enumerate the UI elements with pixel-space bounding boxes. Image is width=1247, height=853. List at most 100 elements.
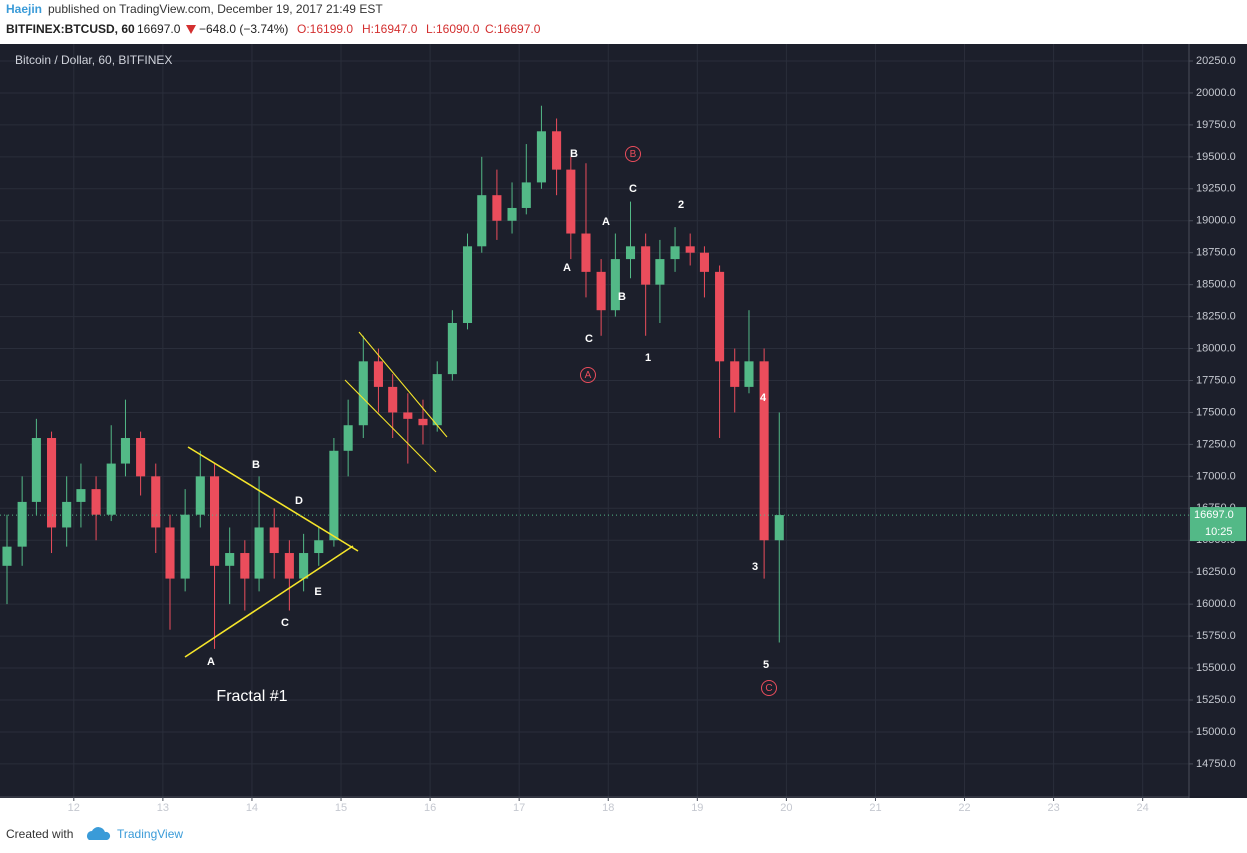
- candle-body: [759, 361, 769, 541]
- candle-body: [31, 438, 41, 502]
- candle-body: [596, 271, 606, 311]
- candle-body: [670, 246, 680, 260]
- candle-body: [730, 361, 740, 387]
- candle-body: [699, 252, 709, 272]
- wave-circle: [625, 146, 641, 162]
- candle-body: [180, 514, 190, 579]
- wave-label: C: [585, 333, 593, 345]
- candle-body: [136, 438, 146, 477]
- last: 16697.0: [137, 22, 181, 36]
- y-tick-label: 14750.0: [1196, 758, 1236, 770]
- y-tick-label: 18750.0: [1196, 247, 1236, 259]
- x-tick-label: 23: [1047, 802, 1059, 814]
- x-tick-label: 18: [602, 802, 614, 814]
- candle-body: [685, 246, 695, 253]
- candle-body: [552, 131, 562, 170]
- wave-label: 3: [752, 561, 758, 573]
- symbol: BITFINEX:BTCUSD, 60: [6, 22, 135, 36]
- candle-body: [403, 412, 413, 419]
- annotations: B D E C A Fractal #1 B C A 2 A B C 1 4 3 5 B A C: [207, 146, 777, 705]
- author[interactable]: Haejin: [6, 2, 42, 16]
- candle-body: [521, 182, 531, 208]
- y-tick-label: 17500.0: [1196, 406, 1236, 418]
- circled-wave-label: B: [630, 149, 637, 160]
- candle-body: [299, 553, 309, 579]
- grid: [0, 44, 1189, 797]
- ohlc-open: O:16199.0: [297, 22, 353, 36]
- wave-label: C: [629, 183, 637, 195]
- y-tick-label: 18250.0: [1196, 311, 1236, 323]
- fractal-label: Fractal #1: [216, 688, 287, 705]
- candles: [2, 105, 784, 649]
- wave-label: B: [618, 291, 626, 303]
- x-tick-label: 19: [691, 802, 703, 814]
- y-tick-label: 17250.0: [1196, 438, 1236, 450]
- trend-line: [344, 379, 437, 473]
- candle-body: [314, 540, 324, 554]
- candle-body: [462, 246, 473, 323]
- wave-label: 5: [763, 659, 769, 671]
- candle-body: [715, 271, 725, 362]
- trend-lines: [184, 331, 448, 658]
- brand[interactable]: TradingView: [117, 827, 183, 841]
- chart-title: Bitcoin / Dollar, 60, BITFINEX: [15, 53, 172, 67]
- y-tick-label: 16250.0: [1196, 566, 1236, 578]
- ohlc-low: L:16090.0: [426, 22, 480, 36]
- candle-body: [284, 553, 294, 579]
- candle-body: [641, 246, 651, 285]
- candle-body: [536, 131, 546, 183]
- candle-body: [774, 515, 784, 541]
- y-tick-label: 18500.0: [1196, 279, 1236, 291]
- y-tick-label: 15000.0: [1196, 726, 1236, 738]
- y-tick-label: 20000.0: [1196, 87, 1236, 99]
- y-tick-label: 19500.0: [1196, 151, 1236, 163]
- y-tick-label: 18000.0: [1196, 342, 1236, 354]
- candle-body: [254, 527, 264, 579]
- circled-wave-label: C: [765, 683, 772, 694]
- circled-wave-label: A: [585, 370, 592, 381]
- wave-label: A: [207, 656, 215, 668]
- wave-label: B: [252, 459, 260, 471]
- axes: 14750.0 15000.0 15250.0 15500.0 15750.0 16000…: [0, 55, 1246, 814]
- change: −648.0 (−3.74%): [199, 22, 288, 36]
- candle-body: [17, 501, 27, 547]
- x-tick-label: 13: [157, 802, 169, 814]
- wave-circle: [580, 367, 596, 383]
- candle-body: [388, 386, 398, 413]
- candle-body: [195, 476, 205, 515]
- candle-body: [432, 374, 442, 426]
- y-tick-label: 15750.0: [1196, 630, 1236, 642]
- candle-body: [566, 169, 576, 234]
- trend-line: [184, 545, 354, 658]
- x-tick-label: 20: [780, 802, 792, 814]
- last-price-box: [1190, 507, 1246, 542]
- candle-body: [477, 195, 487, 247]
- candle-body: [120, 438, 131, 464]
- candle-body: [151, 476, 161, 528]
- candle-body: [240, 553, 250, 579]
- wave-label: C: [281, 617, 289, 629]
- candle-body: [581, 233, 591, 272]
- candle-body: [655, 259, 665, 285]
- trend-line: [358, 331, 448, 438]
- y-tick-label: 19750.0: [1196, 119, 1236, 131]
- x-tick-label: 12: [68, 802, 80, 814]
- candle-body: [76, 489, 86, 502]
- ohlc-close: C:16697.0: [485, 22, 541, 36]
- y-tick-label: 19250.0: [1196, 183, 1236, 195]
- candle-body: [269, 527, 279, 554]
- chart-bg: [0, 44, 1247, 798]
- y-tick-label: 15500.0: [1196, 662, 1236, 674]
- wave-label: B: [570, 148, 578, 160]
- countdown: 10:25: [1205, 526, 1233, 538]
- candle-body: [62, 501, 72, 528]
- down-arrow: [186, 25, 196, 34]
- wave-label: 4: [760, 392, 767, 404]
- wave-label: 1: [645, 352, 651, 364]
- wave-label: E: [314, 586, 321, 598]
- wave-label: D: [295, 495, 303, 507]
- candle-body: [106, 463, 116, 515]
- tv-logo[interactable]: [86, 827, 111, 840]
- x-tick-label: 21: [869, 802, 881, 814]
